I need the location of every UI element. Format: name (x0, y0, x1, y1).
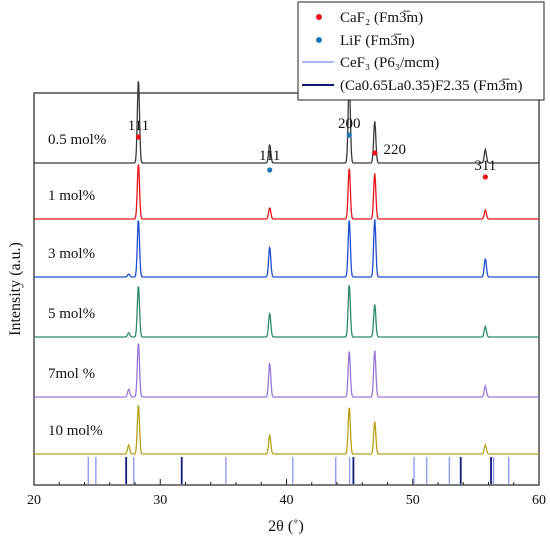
legend-entry: (Ca0.65La0.35)F2.35 (Fm3̅m) (340, 78, 522, 94)
peak-annotations: 111 111 200 220 311 (128, 116, 496, 180)
series-label: 10 mol% (48, 423, 103, 439)
series-label: 5 mol% (48, 306, 95, 322)
peak-marker (482, 174, 488, 180)
y-axis-ticks (34, 162, 40, 455)
peak-marker (346, 132, 352, 138)
legend-box (297, 1, 545, 101)
y-axis-title: Intensity (a.u.) (7, 242, 24, 336)
x-tick-label: 20 (27, 493, 41, 508)
peak-label: 311 (474, 158, 496, 174)
series-label: 3 mol% (48, 246, 95, 262)
series-label: 7mol % (48, 366, 95, 382)
series-label: 1 mol% (48, 188, 95, 204)
peak-marker (372, 150, 378, 156)
peak-label: 220 (383, 142, 406, 158)
peak-marker (135, 134, 142, 140)
peak-label: 111 (128, 118, 149, 134)
series-layer: 0.5 mol% 1 mol% 3 mol% 5 mol% 7mol % 10 mol% (33, 81, 539, 455)
x-tick-label: 50 (406, 493, 420, 508)
series-line (34, 219, 539, 278)
x-axis-title: 2θ (˚) (268, 518, 304, 535)
legend-entry: LiF (Fm3̅m) (340, 33, 415, 49)
x-tick-label: 30 (153, 493, 167, 508)
legend-marker (316, 14, 322, 20)
legend-entry: CaF₂ (Fm3̅m) (340, 10, 423, 26)
series-label: 0.5 mol% (48, 132, 106, 148)
legend-entry: CeF₃ (P6₃/mcm) (340, 55, 439, 71)
series-line (34, 81, 539, 164)
reference-lines-layer (87, 457, 510, 484)
series-line (34, 343, 539, 398)
series-line (33, 285, 539, 338)
legend: CaF₂ (Fm3̅m) LiF (Fm3̅m) CeF₃ (P6₃/mcm) (Ca… (297, 1, 545, 101)
x-axis: 20 30 40 50 60 (27, 479, 546, 508)
peak-label: 111 (259, 148, 280, 164)
series-line (33, 164, 539, 220)
peak-marker (267, 167, 273, 173)
x-tick-label: 60 (532, 493, 546, 508)
plot-area-border (33, 92, 540, 486)
peak-label: 200 (338, 116, 361, 132)
legend-marker (316, 37, 322, 43)
plot-frame (33, 92, 540, 486)
series-line (34, 405, 539, 455)
x-tick-label: 40 (280, 493, 294, 508)
